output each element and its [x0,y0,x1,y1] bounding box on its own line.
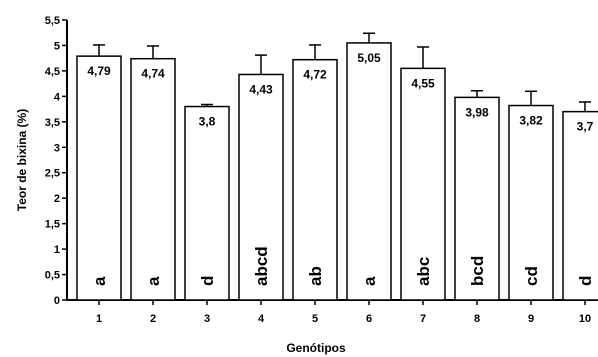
bar [292,58,338,301]
group-letter-label: a [90,276,109,286]
y-tick-label: 5,5 [45,15,60,27]
data-label: 4,55 [411,76,435,90]
y-tick-label: 0 [54,295,60,307]
y-tick-label: 0,5 [45,270,60,282]
group-letter-label: abcd [252,246,271,286]
y-tick-label: 2,5 [45,168,60,180]
bar [508,104,554,301]
data-label: 5,05 [357,51,381,65]
y-axis-title: Teor de bixina (%) [15,109,29,211]
group-letter-label: a [144,276,163,286]
bar [400,67,446,301]
y-tick-label: 4,5 [45,66,60,78]
data-label: 4,72 [303,68,327,82]
x-tick-label: 2 [150,313,156,325]
y-tick-label: 4 [54,91,61,103]
bar [184,105,230,301]
y-tick-label: 1,5 [45,219,60,231]
y-tick-label: 1 [54,244,60,256]
bar [562,110,598,301]
x-tick-label: 6 [366,313,372,325]
group-letter-label: d [576,276,595,286]
data-label: 3,8 [199,115,216,129]
x-tick-label: 1 [96,313,102,325]
group-letter-label: a [360,276,379,286]
x-tick-label: 8 [474,313,480,325]
data-label: 4,43 [249,82,273,96]
x-axis-title: Genótipos [286,341,346,355]
x-tick-label: 4 [258,313,265,325]
y-tick-label: 2 [54,193,60,205]
bar [238,73,284,301]
data-label: 4,74 [141,67,165,81]
x-tick-label: 10 [579,313,591,325]
bar [346,42,392,301]
data-label: 3,82 [519,114,543,128]
x-tick-label: 3 [204,313,210,325]
x-tick-label: 7 [420,313,426,325]
y-tick-label: 5 [54,40,60,52]
group-letter-label: ab [306,266,325,286]
x-tick-label: 9 [528,313,534,325]
bar [76,55,122,301]
plot-area: 00,511,522,533,544,555,54,79a14,74a23,8d… [45,15,598,325]
bar [454,96,500,301]
group-letter-label: abc [414,257,433,286]
bar [130,57,176,301]
x-tick-label: 5 [312,313,318,325]
data-label: 3,7 [577,120,594,134]
group-letter-label: bcd [468,256,487,286]
data-label: 4,79 [87,64,111,78]
data-label: 3,98 [465,105,489,119]
y-tick-label: 3 [54,142,60,154]
group-letter-label: cd [522,266,541,286]
group-letter-label: d [198,276,217,286]
y-tick-label: 3,5 [45,117,60,129]
